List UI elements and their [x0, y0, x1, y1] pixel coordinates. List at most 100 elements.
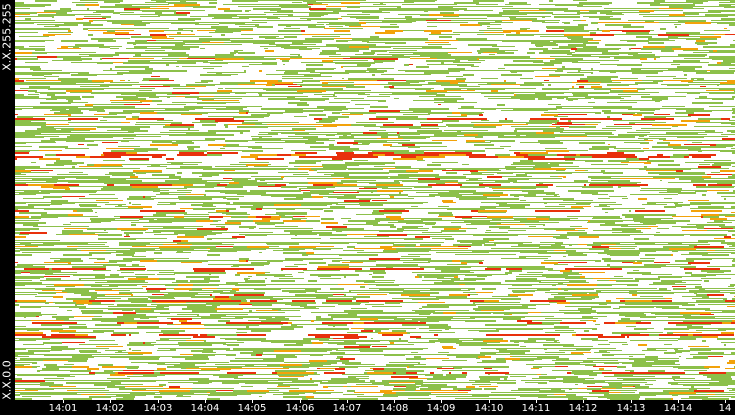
heatmap-cell [204, 194, 206, 196]
heatmap-cell [413, 110, 431, 112]
heatmap-cell [60, 258, 81, 260]
heatmap-cell [226, 144, 239, 146]
heatmap-cell [592, 194, 608, 195]
heatmap-cell [156, 0, 166, 2]
heatmap-cell [463, 282, 494, 284]
heatmap-cell [87, 164, 94, 166]
heatmap-cell [372, 74, 375, 76]
heatmap-cell [186, 0, 217, 1]
heatmap-cell [284, 362, 310, 363]
heatmap-cell [213, 298, 231, 300]
heatmap-cell [267, 304, 272, 306]
heatmap-cell [730, 284, 735, 286]
heatmap-cell [517, 320, 532, 322]
heatmap-cell [690, 234, 695, 236]
heatmap-cell [588, 108, 616, 109]
y-axis: X.X.255.255 X.X.0.0 [0, 0, 15, 400]
heatmap-cell [622, 362, 642, 364]
heatmap-cell [157, 260, 177, 262]
heatmap-cell [352, 0, 366, 1]
heatmap-cell [344, 310, 351, 312]
heatmap-cell [686, 308, 710, 310]
heatmap-cell [178, 168, 203, 169]
heatmap-cell [416, 134, 420, 135]
heatmap-cell [583, 266, 610, 267]
heatmap-cell [311, 232, 332, 234]
heatmap-cell [324, 274, 335, 276]
heatmap-cell [17, 374, 23, 376]
heatmap-cell [727, 180, 735, 182]
heatmap-cell [290, 202, 311, 204]
heatmap-cell [17, 146, 32, 147]
heatmap-cell [262, 208, 276, 209]
heatmap-cell [193, 382, 209, 384]
heatmap-cell [426, 358, 449, 359]
heatmap-cell [21, 176, 52, 177]
heatmap-cell [382, 118, 388, 120]
heatmap-cell [15, 294, 37, 295]
heatmap-cell [362, 140, 387, 142]
heatmap-cell [344, 138, 359, 139]
heatmap-cell [76, 4, 85, 6]
heatmap-grid [15, 0, 735, 400]
heatmap-cell [684, 182, 690, 183]
heatmap-cell [53, 272, 77, 273]
heatmap-cell [620, 300, 625, 302]
heatmap-cell [205, 328, 235, 329]
heatmap-cell [596, 124, 598, 125]
heatmap-cell [621, 334, 624, 336]
heatmap-cell [311, 202, 338, 204]
heatmap-cell [41, 186, 69, 188]
heatmap-cell [381, 132, 388, 134]
heatmap-cell [72, 356, 94, 358]
heatmap-cell [550, 162, 573, 164]
heatmap-cell [26, 348, 31, 349]
heatmap-cell [398, 136, 410, 138]
heatmap-cell [677, 66, 702, 68]
heatmap-cell [440, 12, 454, 14]
heatmap-cell [731, 252, 735, 254]
heatmap-cell [563, 176, 566, 178]
heatmap-cell [237, 328, 266, 330]
heatmap-cell [232, 16, 239, 17]
heatmap-cell [700, 314, 714, 315]
heatmap-cell [359, 172, 389, 174]
heatmap-cell [705, 310, 722, 311]
heatmap-cell [620, 40, 627, 41]
heatmap-cell [629, 292, 637, 294]
heatmap-cell [386, 364, 414, 366]
heatmap-cell [463, 292, 476, 293]
heatmap-cell [281, 268, 303, 270]
heatmap-cell [101, 320, 114, 322]
heatmap-cell [452, 260, 460, 262]
heatmap-cell [479, 262, 483, 264]
heatmap-cell [239, 110, 249, 112]
heatmap-cell [357, 252, 370, 253]
heatmap-cell [299, 296, 316, 297]
heatmap-cell [267, 82, 293, 84]
heatmap-cell [477, 34, 504, 35]
heatmap-cell [97, 62, 113, 64]
heatmap-cell [152, 300, 177, 302]
heatmap-cell [338, 304, 360, 305]
heatmap-cell [357, 294, 387, 295]
heatmap-cell [121, 128, 140, 130]
heatmap-cell [504, 64, 534, 66]
heatmap-cell [258, 92, 281, 94]
heatmap-cell [107, 280, 118, 282]
heatmap-cell [225, 88, 252, 89]
heatmap-cell [15, 166, 40, 168]
heatmap-cell [267, 364, 280, 366]
heatmap-cell [215, 308, 243, 310]
heatmap-cell [104, 154, 113, 156]
heatmap-cell [151, 308, 155, 310]
heatmap-cell [283, 260, 286, 261]
heatmap-cell [636, 130, 666, 131]
heatmap-cell [344, 176, 358, 178]
heatmap-cell [410, 336, 421, 338]
heatmap-cell [636, 228, 651, 229]
heatmap-cell [343, 66, 370, 67]
heatmap-cell [702, 150, 720, 151]
heatmap-cell [79, 166, 101, 167]
heatmap-cell [170, 124, 194, 126]
